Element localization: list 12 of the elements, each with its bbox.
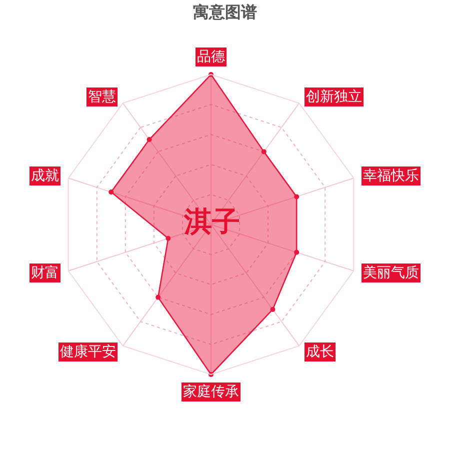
chart-title: 寓意图谱 [193, 2, 257, 22]
spoke-label: 美丽气质 [363, 265, 419, 281]
spoke-label: 创新独立 [306, 89, 362, 105]
spoke-label: 幸福快乐 [363, 168, 419, 184]
spoke-label: 财富 [31, 265, 59, 281]
spoke-label: 成就 [31, 168, 59, 184]
spoke-label: 成长 [306, 344, 334, 360]
spoke-label: 家庭传承 [183, 384, 239, 400]
spoke-label: 品德 [197, 49, 225, 65]
text: 淇子 [183, 205, 240, 238]
spoke-label: 健康平安 [60, 344, 116, 360]
spoke-label: 智慧 [88, 89, 116, 105]
